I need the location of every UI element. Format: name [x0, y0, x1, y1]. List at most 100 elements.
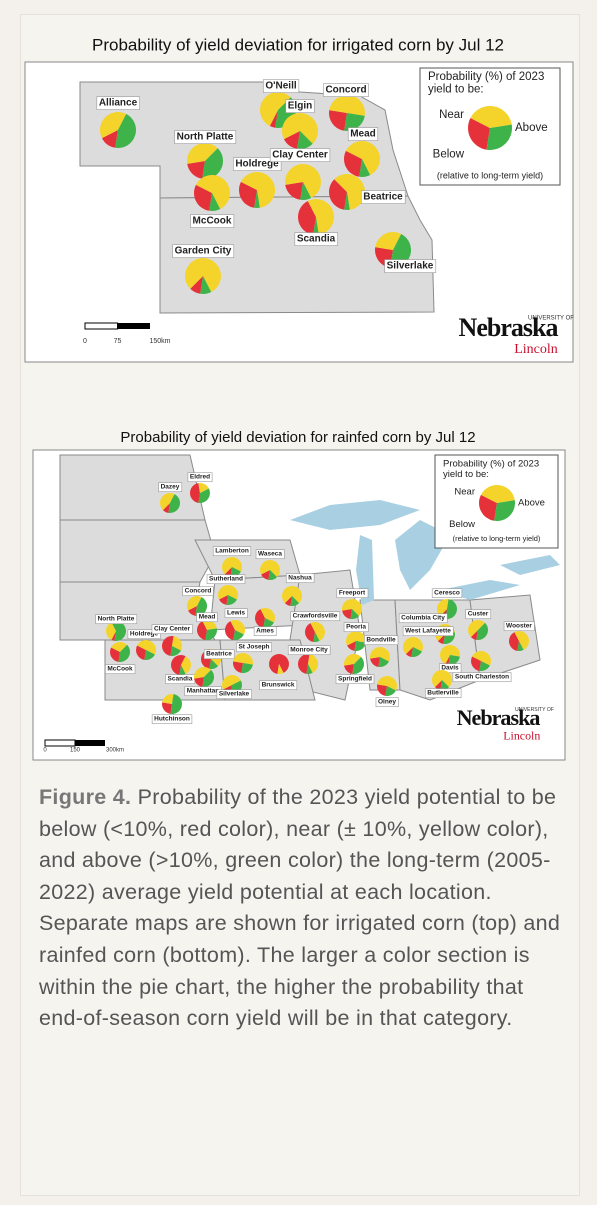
legend-title: Probability (%) of 2023: [428, 71, 544, 83]
chart-title: Probability of yield deviation for irrig…: [92, 35, 504, 54]
pie-slice: [144, 650, 155, 660]
label-box: [364, 635, 399, 646]
label-box: [465, 609, 492, 620]
location-label: Alliance: [99, 98, 138, 109]
pie-slice: [111, 642, 128, 652]
pie-slice: [224, 567, 232, 577]
pie-slice: [195, 175, 230, 210]
pie-slice: [269, 654, 290, 674]
label-box: [182, 586, 214, 597]
pie-slice: [224, 621, 235, 640]
pie-slice: [440, 645, 460, 664]
scale-label: 0: [43, 748, 47, 754]
location-label: Waseca: [258, 551, 282, 558]
pie-slice: [168, 494, 181, 513]
label-box: [360, 190, 406, 204]
pie-slice: [239, 181, 257, 208]
pie-slice: [202, 669, 214, 687]
pie-slice: [205, 628, 217, 640]
location-label: Silverlake: [387, 261, 434, 272]
logo-sub: Lincoln: [503, 729, 540, 743]
pie-slice: [233, 653, 253, 665]
pie-slice: [431, 669, 452, 688]
pie-slice: [218, 585, 238, 600]
pie-slice: [198, 488, 211, 504]
legend-title: Probability (%) of 2023: [443, 459, 539, 470]
label-box: [96, 96, 140, 110]
pie-slice: [233, 630, 244, 640]
location-label: Beatrice: [206, 651, 232, 658]
pie-slice: [334, 173, 365, 210]
location-label: Eldred: [190, 474, 210, 481]
label-box: [158, 482, 183, 493]
pie-slice: [468, 620, 486, 638]
pie-slice: [135, 645, 146, 660]
pie-slice: [170, 646, 181, 656]
caption-text: Probability of the 2023 yield potential …: [39, 785, 561, 1031]
pie-slice: [329, 95, 365, 116]
scale-label: 75: [114, 338, 122, 345]
figure: Probability of yield deviation for irrig…: [24, 35, 574, 761]
pie-slice: [202, 148, 223, 179]
label-box: [336, 588, 369, 599]
label-box: [323, 83, 369, 97]
label-box: [216, 689, 252, 700]
scale-bar: [44, 739, 76, 747]
label-box: [151, 714, 193, 725]
pie-slice: [230, 619, 246, 635]
location-label: St Joseph: [238, 644, 269, 651]
pie-slice: [284, 596, 292, 606]
location-label: Olney: [378, 699, 396, 706]
pie-slice: [470, 630, 478, 640]
pie-slice: [171, 655, 186, 675]
caption: Figure 4. Probability of the 2023 yield …: [39, 782, 564, 1035]
pie-slice: [111, 620, 126, 641]
pie-slice: [283, 131, 300, 149]
pie-slice: [344, 113, 365, 131]
legend-label: Below: [433, 148, 465, 160]
pie-slice: [344, 150, 362, 177]
label-box: [127, 629, 161, 640]
legend-note: (relative to long-term yield): [437, 170, 543, 180]
label-box: [212, 546, 252, 557]
pie-slice: [190, 276, 203, 294]
pie-slice: [411, 647, 422, 657]
location-label: Hutchinson: [154, 716, 190, 723]
pie-slice: [370, 657, 380, 667]
pie-slice: [194, 667, 212, 679]
location-label: Holdrege: [130, 631, 159, 638]
location-label: McCook: [107, 666, 133, 673]
label-box: [105, 664, 136, 675]
pie-slice: [260, 91, 291, 127]
pie-slice: [109, 647, 120, 662]
legend-label: Near: [439, 109, 464, 121]
location-label: Columbia City: [401, 615, 445, 622]
pie-slice: [179, 665, 186, 675]
location-label: Silverlake: [219, 691, 250, 698]
legend-slice: [479, 494, 497, 521]
pie-slice: [186, 596, 202, 611]
pie-slice: [194, 677, 204, 687]
pie-slice: [111, 631, 116, 641]
location-label: O'Neill: [265, 81, 296, 92]
location-label: Brunswick: [262, 682, 295, 689]
pie-slice: [342, 609, 352, 619]
pie-slice: [508, 632, 519, 651]
pie-slice: [304, 623, 315, 642]
pie-slice: [159, 492, 175, 511]
caption-label: Figure 4.: [39, 785, 132, 809]
pie-slice: [445, 599, 457, 619]
location-label: Freeport: [339, 590, 366, 597]
pie-slice: [115, 113, 137, 149]
pie-slice: [470, 656, 481, 671]
pie-slice: [344, 664, 354, 674]
location-label: Custer: [468, 611, 489, 618]
pie-slice: [354, 641, 366, 651]
location-label: Davis: [441, 665, 459, 672]
pie-slice: [187, 161, 205, 179]
location-label: Ames: [256, 628, 274, 635]
scale-bar: [117, 323, 150, 329]
pie-slice: [260, 560, 280, 578]
scale-label: 150km: [149, 338, 170, 345]
location-label: North Platte: [98, 616, 135, 623]
